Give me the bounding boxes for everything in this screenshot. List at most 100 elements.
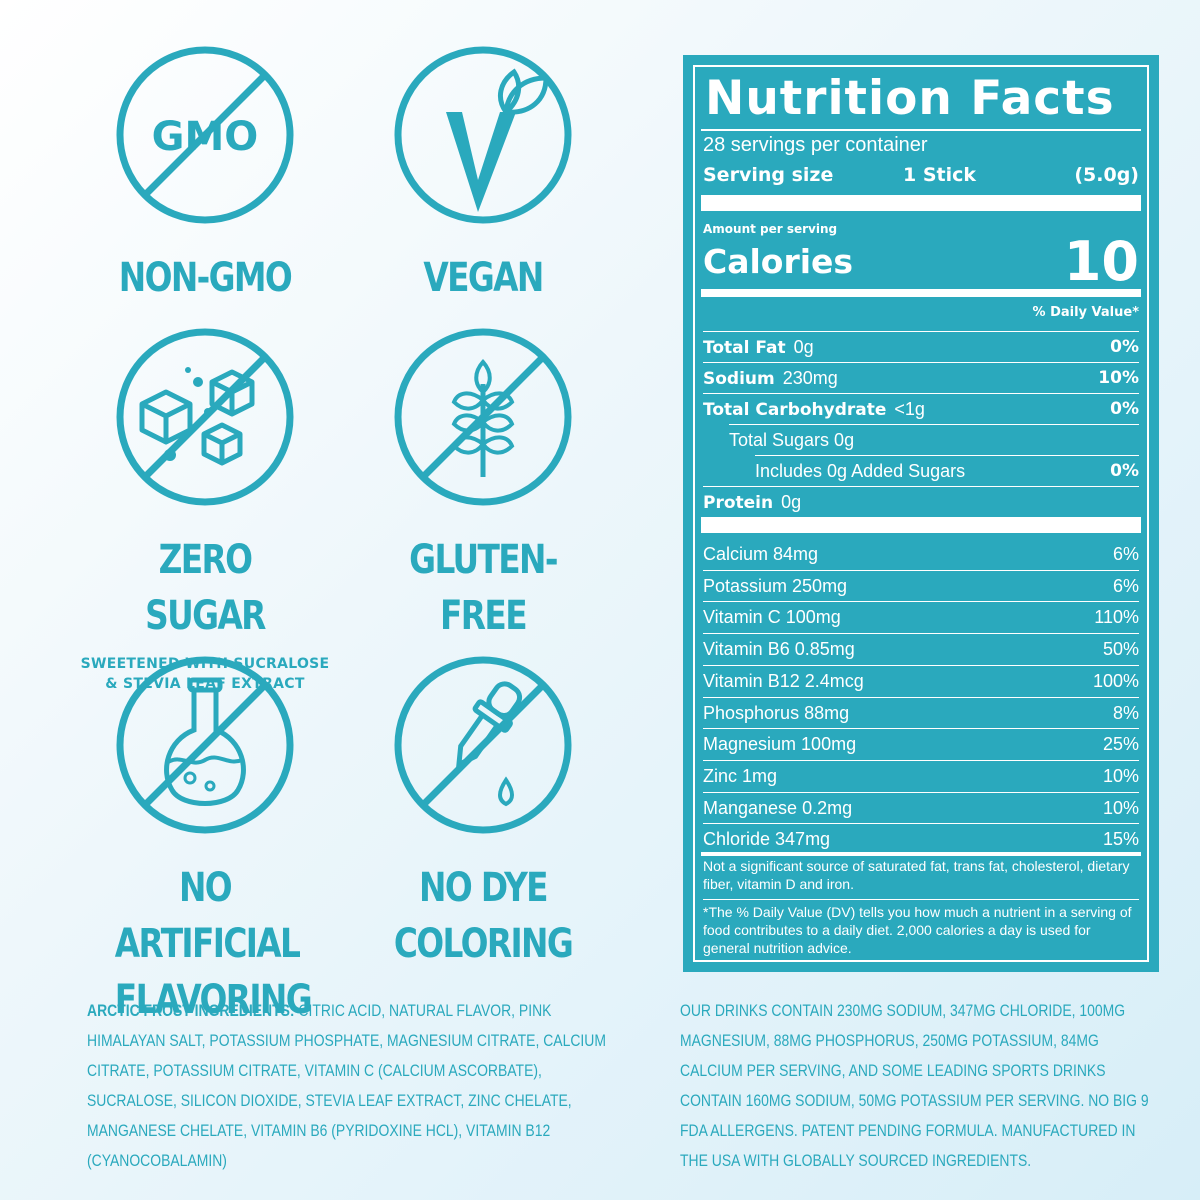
- vegan-label: VEGAN: [423, 255, 544, 301]
- calories-row: Calories 10: [703, 230, 1139, 293]
- no-flask-icon: [116, 656, 294, 834]
- micronutrient-divider: [703, 569, 1139, 571]
- macro-divider: [703, 486, 1139, 487]
- ingredients-heading: ARCTIC FROST INGREDIENTS:: [87, 1001, 295, 1020]
- micronutrient-name: Potassium 250mg: [703, 575, 848, 596]
- rule-footnote: [703, 899, 1139, 900]
- macro-divider: [703, 331, 1139, 332]
- no-sugar-cubes-icon: [116, 328, 294, 506]
- thick-bar-3: [701, 517, 1141, 533]
- no-gmo-icon: GMO: [116, 46, 294, 224]
- gmo-icon-text: GMO: [152, 114, 259, 160]
- macro-amount: Total Sugars 0g: [729, 430, 855, 450]
- micronutrient-pct: 15%: [1102, 829, 1139, 850]
- macro-pct: 0%: [1110, 461, 1139, 481]
- macro-name: Total Fat: [703, 338, 786, 358]
- macro-amount: Includes 0g Added Sugars: [755, 461, 966, 481]
- badge-zero-sugar: ZERO SUGAR SWEETENED WITH SUCRALOSE & ST…: [80, 322, 330, 694]
- micronutrient-row: Zinc 1mg 10%: [703, 762, 1139, 790]
- ingredients-text: CITRIC ACID, NATURAL FLAVOR, PINK HIMALA…: [87, 1001, 606, 1170]
- calories-label: Calories: [703, 242, 854, 281]
- gluten-free-label: GLUTEN-FREE: [409, 537, 558, 639]
- micronutrient-row: Vitamin B12 2.4mcg 100%: [703, 667, 1139, 695]
- micronutrient-name: Vitamin C 100mg: [703, 607, 841, 628]
- micronutrient-name: Vitamin B6 0.85mg: [703, 639, 855, 660]
- vegan-v-leaf-icon: [394, 46, 572, 224]
- badge-gluten-free: GLUTEN-FREE: [373, 322, 593, 644]
- micronutrient-row: Magnesium 100mg 25%: [703, 730, 1139, 758]
- micronutrient-row: Potassium 250mg 6%: [703, 572, 1139, 600]
- macro-row: Total Sugars 0g: [703, 426, 1139, 454]
- micronutrient-name: Manganese 0.2mg: [703, 797, 853, 818]
- micronutrient-pct: 10%: [1102, 797, 1139, 818]
- badge-no-artificial: NO ARTIFICIAL FLAVORING: [95, 650, 315, 1028]
- no-wheat-icon: [394, 328, 572, 506]
- serving-size-weight: (5.0g): [1074, 164, 1139, 186]
- calories-value: 10: [1063, 230, 1139, 293]
- micronutrient-row: Chloride 347mg 15%: [703, 825, 1139, 853]
- badge-vegan: VEGAN: [373, 40, 593, 306]
- not-significant-note: Not a significant source of saturated fa…: [703, 858, 1130, 892]
- no-dye-label-line1: NO DYE: [419, 865, 549, 911]
- micronutrient-row: Calcium 84mg 6%: [703, 540, 1139, 568]
- macro-row: Total Fat 0g 0%: [703, 333, 1139, 361]
- non-gmo-label: NON-GMO: [118, 255, 293, 301]
- zero-sugar-sub1: SWEETENED WITH SUCRALOSE: [80, 656, 330, 672]
- badge-no-dye: NO DYE COLORING: [373, 650, 593, 972]
- micronutrient-row: Vitamin C 100mg 110%: [703, 603, 1139, 631]
- serving-size-value: 1 Stick: [903, 164, 977, 186]
- macro-row: Includes 0g Added Sugars 0%: [703, 457, 1139, 485]
- micronutrient-row: Manganese 0.2mg 10%: [703, 794, 1139, 822]
- macro-divider: [729, 424, 1139, 425]
- micronutrient-pct: 6%: [1112, 575, 1139, 596]
- amount-per-serving: Amount per serving: [703, 222, 838, 236]
- micronutrient-pct: 6%: [1112, 544, 1139, 564]
- micronutrient-row: Phosphorus 88mg 8%: [703, 699, 1139, 727]
- daily-value-header-row: % Daily Value*: [703, 299, 1139, 327]
- micronutrient-divider: [703, 759, 1139, 761]
- macro-divider: [703, 362, 1139, 363]
- macro-divider: [703, 393, 1139, 394]
- no-dye-label-line2: COLORING: [393, 921, 574, 967]
- macro-amount: 0g: [793, 337, 814, 357]
- macro-name: Protein: [703, 493, 774, 513]
- micronutrient-pct: 10%: [1102, 765, 1139, 786]
- macro-amount: 0g: [781, 492, 802, 512]
- macro-pct: 0%: [1110, 399, 1139, 419]
- micronutrient-pct: 25%: [1102, 734, 1139, 755]
- no-dropper-icon: [394, 656, 572, 834]
- micronutrient-pct: 110%: [1094, 607, 1139, 628]
- thick-bar-2: [701, 289, 1141, 297]
- micronutrient-divider: [703, 728, 1139, 730]
- micronutrient-pct: 100%: [1092, 670, 1139, 691]
- micronutrient-name: Magnesium 100mg: [703, 734, 857, 755]
- daily-value-header: % Daily Value*: [1032, 305, 1139, 320]
- serving-size-label: Serving size: [703, 164, 834, 186]
- ingredients-block: ARCTIC FROST INGREDIENTS: CITRIC ACID, N…: [87, 996, 612, 1176]
- micronutrient-divider: [703, 633, 1139, 635]
- micronutrient-divider: [703, 823, 1139, 825]
- claims-text: OUR DRINKS CONTAIN 230MG SODIUM, 347MG C…: [680, 1001, 1149, 1170]
- thick-bar-1: [701, 195, 1141, 211]
- micronutrient-pct: 8%: [1112, 702, 1139, 723]
- micronutrient-name: Zinc 1mg: [703, 765, 778, 786]
- badge-non-gmo: GMO NON-GMO: [95, 40, 315, 306]
- servings-per-container: 28 servings per container: [703, 134, 928, 156]
- micronutrient-divider: [703, 601, 1139, 603]
- macro-pct: 10%: [1098, 368, 1139, 388]
- no-artificial-label-line2: FLAVORING: [114, 977, 313, 1023]
- macro-row: Protein 0g: [703, 488, 1139, 516]
- serving-size-row: Serving size 1 Stick (5.0g): [703, 161, 1139, 189]
- zero-sugar-label: ZERO SUGAR: [145, 537, 266, 639]
- micronutrient-pct: 50%: [1102, 639, 1139, 660]
- macro-row: Sodium 230mg 10%: [703, 364, 1139, 392]
- micronutrient-divider: [703, 791, 1139, 793]
- thick-bar-4: [701, 852, 1141, 856]
- daily-value-footnote: *The % Daily Value (DV) tells you how mu…: [703, 904, 1132, 956]
- rule-title: [701, 129, 1141, 131]
- micronutrient-name: Phosphorus 88mg: [703, 702, 850, 723]
- macro-divider: [755, 455, 1139, 456]
- micronutrient-row: Vitamin B6 0.85mg 50%: [703, 635, 1139, 663]
- macro-name: Total Carbohydrate: [703, 400, 887, 420]
- macro-pct: 0%: [1110, 337, 1139, 357]
